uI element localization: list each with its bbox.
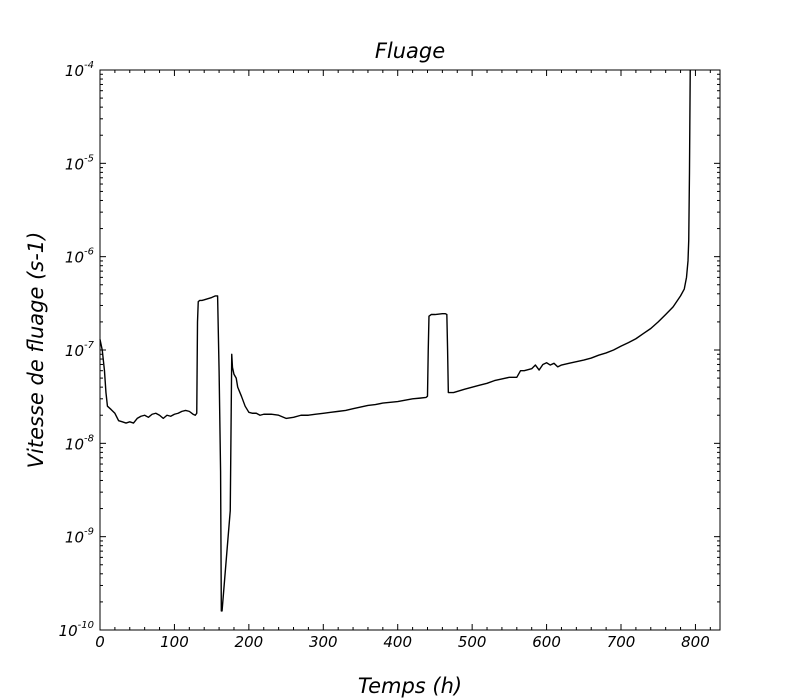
- chart-title: Fluage: [375, 39, 445, 63]
- x-tick-label: 300: [309, 633, 338, 651]
- x-tick-label: 400: [383, 633, 412, 651]
- x-tick-label: 600: [532, 633, 561, 651]
- y-axis-label: Vitesse de fluage (s-1): [24, 232, 48, 469]
- y-tick-label: 10-6: [65, 247, 94, 267]
- x-tick-label: 100: [160, 633, 189, 651]
- y-tick-label: 10-7: [65, 340, 95, 360]
- y-tick-label: 10-4: [65, 60, 94, 80]
- x-tick-label: 0: [95, 633, 105, 651]
- axis-ticks: 0 100 200 300 400 500 600 700 800 10-10 10-9 10-8 10…: [59, 60, 720, 651]
- y-tick-label: 10-8: [65, 433, 94, 453]
- y-tick-label: 10-5: [65, 153, 94, 173]
- x-tick-label: 800: [681, 633, 710, 651]
- x-tick-label: 200: [235, 633, 264, 651]
- y-tick-label: 10-9: [65, 527, 94, 547]
- plot-frame: [99, 69, 721, 631]
- data-layer: [99, 69, 691, 612]
- x-axis-label: Temps (h): [358, 674, 462, 698]
- y-tick-label: 10-10: [59, 620, 94, 640]
- x-tick-label: 700: [607, 633, 636, 651]
- series-line: [99, 69, 691, 612]
- x-tick-label: 500: [458, 633, 487, 651]
